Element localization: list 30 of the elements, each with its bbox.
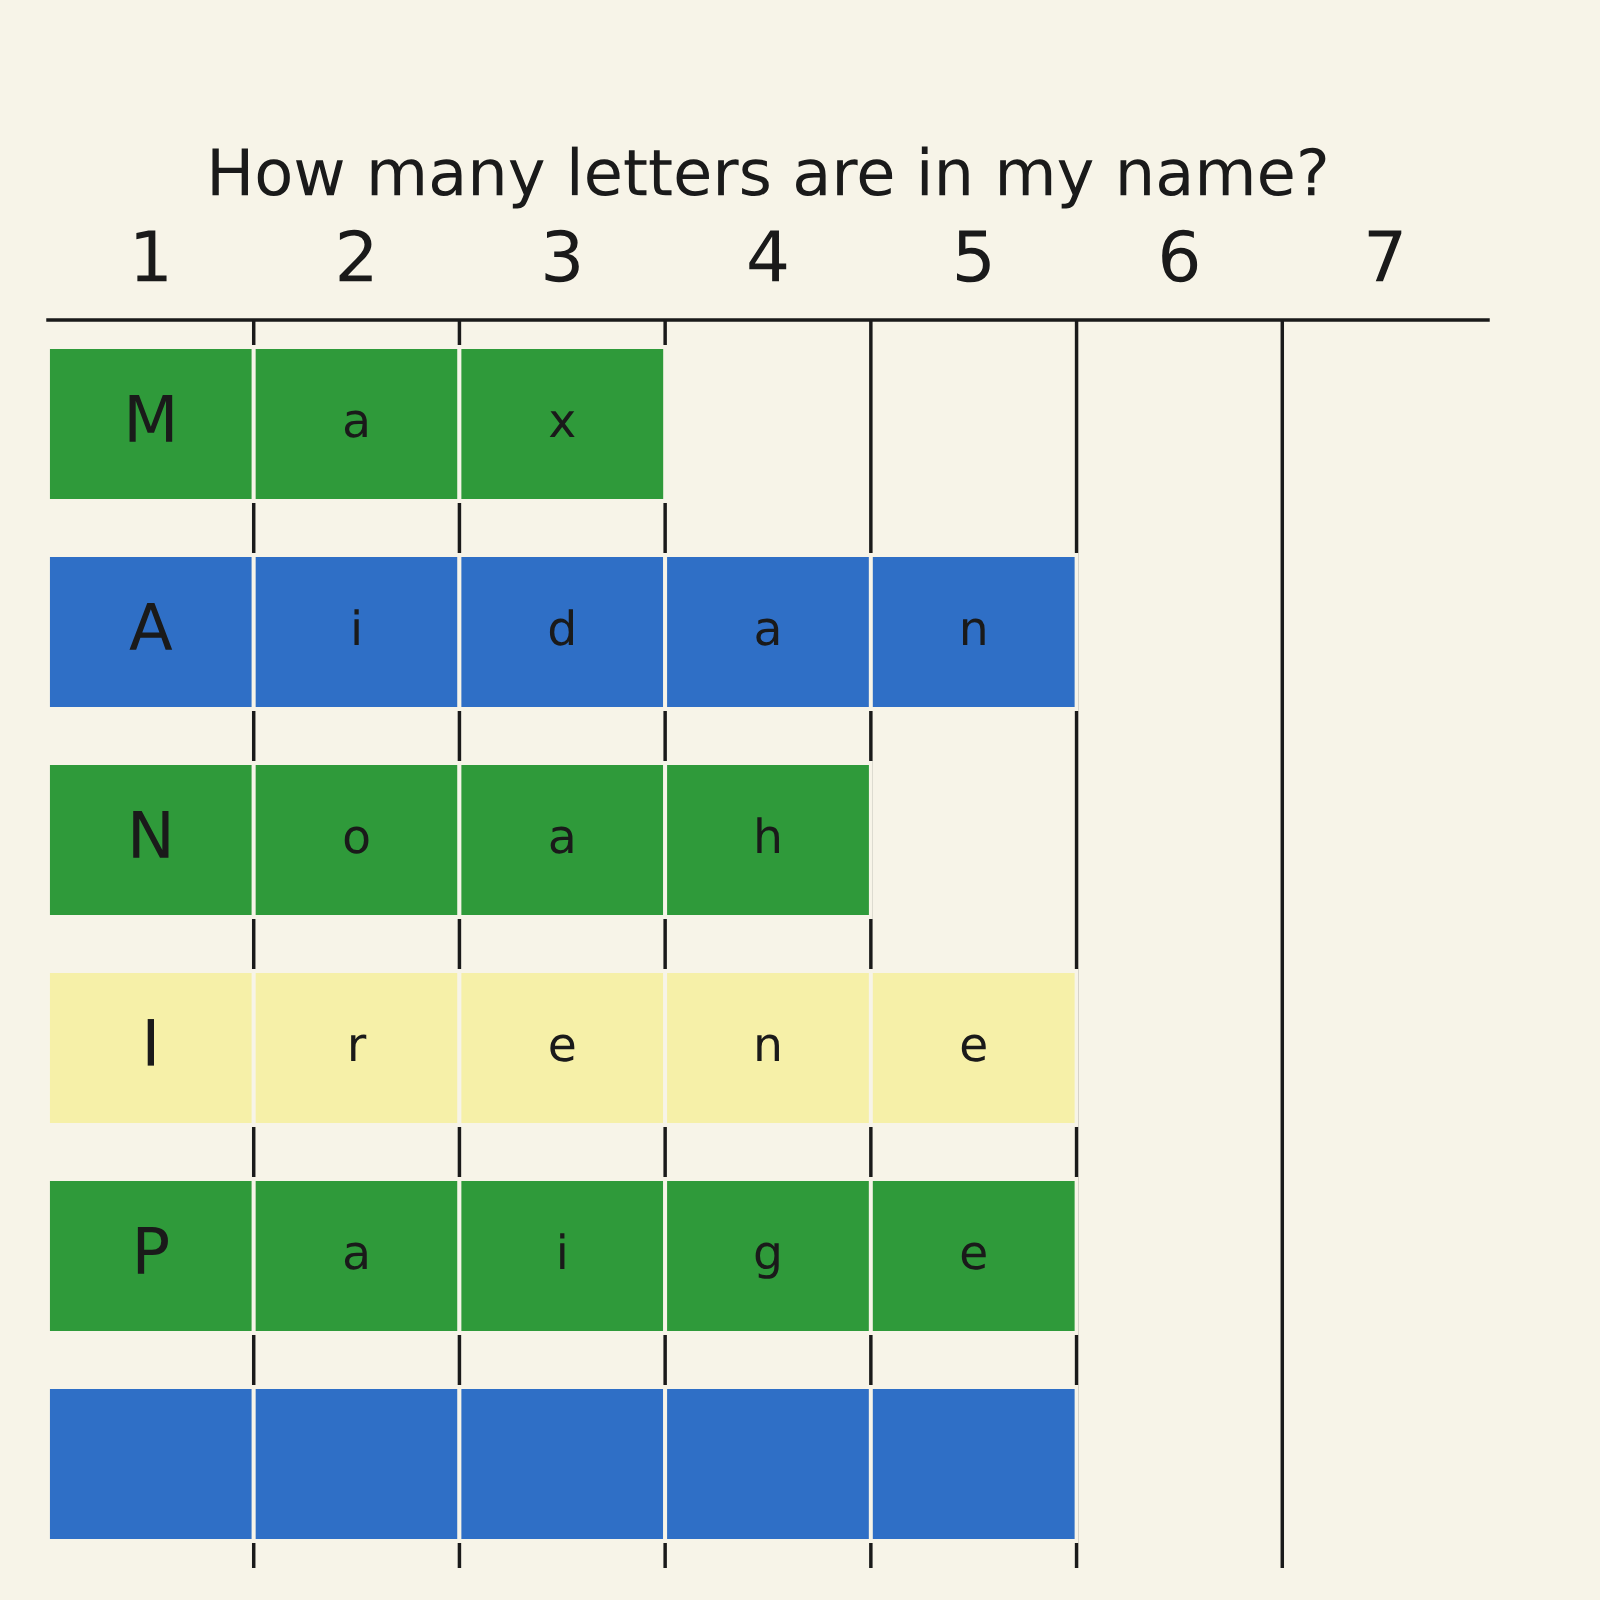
data-label: g: [755, 1242, 779, 1279]
data-label: a: [550, 826, 573, 854]
data-label: r: [351, 1034, 367, 1062]
data-label: x: [549, 411, 575, 438]
data-label: n: [757, 1034, 779, 1062]
chart-title: How many letters are in my name?: [212, 146, 1326, 209]
x-tick-label: 2: [339, 229, 372, 282]
data-label: P: [137, 1227, 168, 1274]
data-label: e: [961, 1034, 986, 1062]
data-label: A: [129, 603, 173, 650]
data-label: a: [344, 1242, 367, 1270]
x-tick-label: 3: [545, 229, 579, 283]
x-tick-label: 5: [956, 230, 990, 283]
x-tick-label: 7: [1368, 230, 1402, 282]
data-label: e: [550, 1034, 575, 1062]
data-label: d: [549, 609, 573, 646]
data-label: a: [344, 410, 367, 438]
data-label: i: [560, 1233, 565, 1270]
data-label: o: [344, 826, 369, 854]
x-tick-label: 4: [749, 230, 787, 282]
data-label: a: [756, 618, 779, 646]
data-label: e: [961, 1242, 986, 1270]
x-tick-label: 1: [136, 230, 167, 282]
x-tick-label: 6: [1162, 229, 1198, 283]
data-label: h: [757, 817, 779, 854]
data-label: I: [147, 1019, 154, 1066]
data-label: n: [963, 618, 985, 646]
data-label: M: [129, 395, 173, 442]
data-label: i: [354, 609, 359, 646]
data-label: N: [133, 811, 169, 858]
